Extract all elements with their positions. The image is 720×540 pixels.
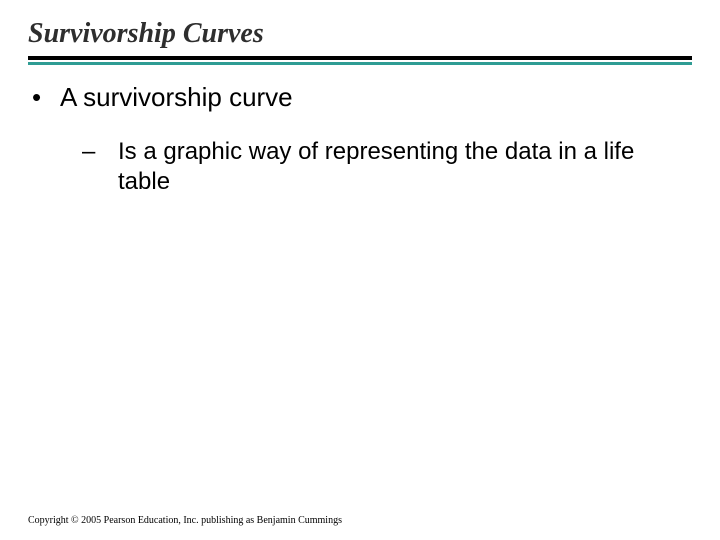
bullet-text: A survivorship curve bbox=[60, 82, 293, 113]
slide-content: • A survivorship curve – Is a graphic wa… bbox=[28, 82, 692, 197]
slide: Survivorship Curves • A survivorship cur… bbox=[0, 0, 720, 540]
bullet-marker: • bbox=[32, 82, 60, 113]
dash-marker: – bbox=[82, 137, 118, 197]
sub-bullet-text: Is a graphic way of representing the dat… bbox=[118, 137, 678, 197]
copyright-text: Copyright © 2005 Pearson Education, Inc.… bbox=[28, 515, 342, 526]
title-rule bbox=[28, 56, 692, 60]
slide-title: Survivorship Curves bbox=[28, 18, 692, 50]
bullet-level2: – Is a graphic way of representing the d… bbox=[82, 137, 692, 197]
bullet-level1: • A survivorship curve bbox=[32, 82, 692, 113]
